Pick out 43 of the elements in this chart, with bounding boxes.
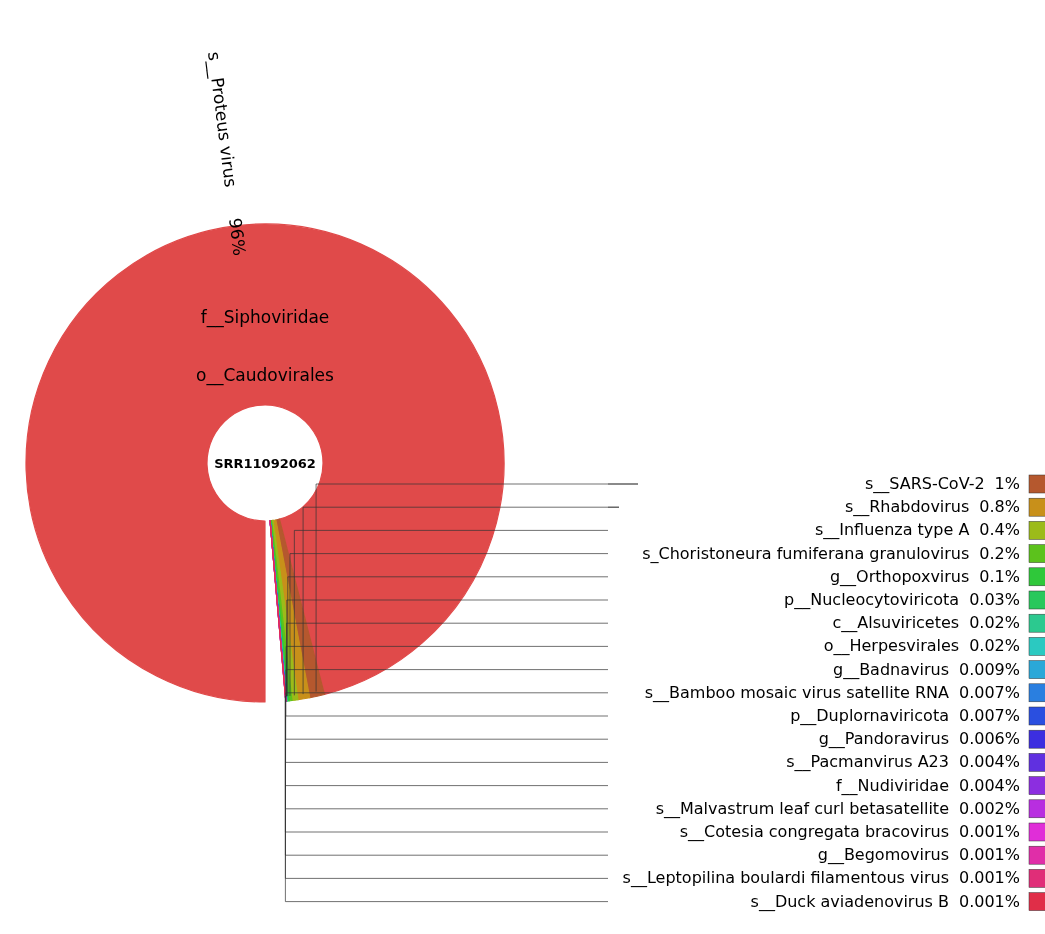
data-label: 0.009% <box>958 659 1020 679</box>
data-label: 0.02% <box>969 635 1020 655</box>
category-label: o__Herpesvirales <box>823 635 960 656</box>
category-label: s__Leptopilina boulardi filamentous virus <box>622 867 949 888</box>
data-label: 0.001% <box>958 821 1020 841</box>
category-label: g__Badnavirus <box>832 659 949 680</box>
text: f__Siphoviridae <box>200 307 330 328</box>
text: SRR11092062 <box>214 456 316 471</box>
data-label: 0.8% <box>979 496 1020 516</box>
category-label: f__Nudiviridae <box>835 775 949 796</box>
category-label: s__Pacmanvirus A23 <box>786 751 949 772</box>
category-label: s__Rhabdovirus <box>844 496 970 517</box>
category-label: g__Begomovirus <box>817 844 949 865</box>
text: o__Caudovirales <box>196 365 335 386</box>
data-label: 96% <box>225 216 250 257</box>
data-label: 0.2% <box>979 543 1020 563</box>
category-label: s_Choristoneura fumiferana granulovirus <box>642 543 970 564</box>
category-label: g__Orthopoxvirus <box>829 566 970 587</box>
data-label: 0.001% <box>958 844 1020 864</box>
category-label: s__SARS-CoV-2 <box>864 473 985 494</box>
category-label: c__Alsuviricetes <box>832 612 960 633</box>
data-label: 1% <box>994 473 1020 493</box>
category-label: p__Nucleocytoviricota <box>784 589 960 610</box>
data-label: 0.001% <box>958 891 1020 911</box>
category-label: g__Pandoravirus <box>818 728 949 749</box>
category-label: s__Cotesia congregata bracovirus <box>679 821 949 842</box>
category-label: s__Influenza type A <box>814 519 970 540</box>
category-label: s__Malvastrum leaf curl betasatellite <box>655 798 949 819</box>
data-label: 0.007% <box>958 682 1020 702</box>
category-label: p__Duplornaviricota <box>790 705 949 726</box>
data-label: 0.02% <box>969 612 1020 632</box>
data-label: 0.004% <box>958 751 1020 771</box>
data-label: 0.007% <box>958 705 1020 725</box>
data-label: 0.03% <box>969 589 1020 609</box>
category-label: s__Duck aviadenovirus B <box>750 891 949 912</box>
data-label: 0.004% <box>958 775 1020 795</box>
data-label: 0.4% <box>979 519 1020 539</box>
data-label: 0.001% <box>958 867 1020 887</box>
data-label: 0.006% <box>958 728 1020 748</box>
data-label: 0.1% <box>979 566 1020 586</box>
category-label: s__Bamboo mosaic virus satellite RNA <box>644 682 950 703</box>
data-label: 0.002% <box>958 798 1020 818</box>
category-label: s__Proteus virus <box>203 50 242 189</box>
